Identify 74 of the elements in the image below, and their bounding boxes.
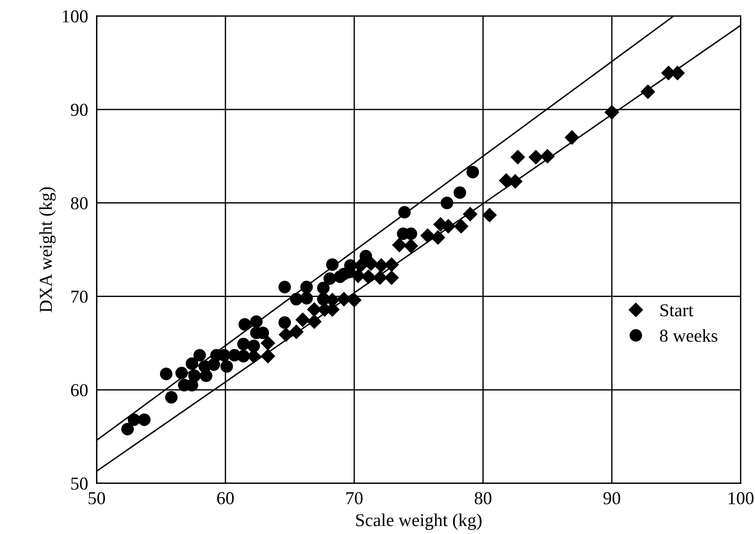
point <box>138 413 151 426</box>
point <box>384 270 399 285</box>
point <box>300 280 313 294</box>
point <box>260 349 276 364</box>
point <box>260 336 276 350</box>
x-tick-label: 80 <box>474 492 492 504</box>
point <box>420 228 435 243</box>
point <box>193 348 206 362</box>
point <box>564 130 579 145</box>
point <box>165 391 178 404</box>
x-tick-label: 100 <box>728 492 754 504</box>
x-tick-label: 60 <box>217 492 234 504</box>
point <box>454 219 468 234</box>
point <box>440 196 454 210</box>
y-tick-label: 100 <box>62 10 88 22</box>
point <box>121 422 134 436</box>
point <box>482 208 497 222</box>
y-tick-label: 50 <box>71 478 88 490</box>
x-axis-title: Scale weight (kg) <box>356 514 482 530</box>
point <box>508 174 522 189</box>
point <box>248 340 260 352</box>
legend-label: 8 weeks <box>660 329 718 342</box>
point <box>175 366 188 380</box>
point <box>296 312 310 327</box>
point <box>528 150 543 164</box>
point <box>237 338 250 350</box>
point <box>324 272 336 285</box>
y-tick-label: 70 <box>71 290 88 303</box>
y-axis-title: DXA weight (kg) <box>39 187 56 312</box>
point <box>186 357 198 370</box>
y-tick-label: 60 <box>71 384 88 396</box>
point <box>361 270 376 284</box>
point <box>392 238 406 252</box>
x-tick-label: 90 <box>603 492 620 504</box>
point <box>374 258 388 273</box>
point <box>160 368 172 380</box>
point <box>326 258 339 271</box>
x-tick-label: 70 <box>346 492 363 504</box>
legend-label: Start <box>660 304 694 316</box>
point <box>237 350 250 362</box>
point <box>430 230 446 245</box>
point <box>347 293 362 308</box>
point <box>384 258 399 272</box>
point <box>300 292 313 304</box>
point <box>404 238 418 253</box>
point <box>540 149 555 164</box>
point <box>307 314 322 329</box>
point <box>454 186 466 199</box>
point <box>372 270 388 285</box>
point <box>290 292 303 306</box>
point <box>604 105 619 120</box>
point <box>317 282 330 294</box>
point <box>398 206 411 219</box>
point <box>336 292 352 306</box>
point <box>278 280 291 294</box>
point <box>360 250 372 262</box>
point <box>289 324 304 339</box>
point <box>200 370 212 382</box>
point <box>220 360 233 373</box>
point <box>188 370 201 382</box>
point <box>278 328 294 342</box>
point <box>640 84 655 99</box>
point <box>278 316 291 329</box>
x-tick-label: 50 <box>88 492 105 504</box>
point <box>510 150 525 164</box>
point <box>250 315 263 328</box>
point <box>128 413 140 426</box>
point <box>466 166 479 178</box>
point <box>317 292 330 306</box>
point <box>307 302 322 317</box>
y-tick-label: 80 <box>70 197 88 210</box>
point <box>238 318 252 331</box>
y-tick-label: 90 <box>70 104 88 116</box>
point <box>463 207 478 222</box>
